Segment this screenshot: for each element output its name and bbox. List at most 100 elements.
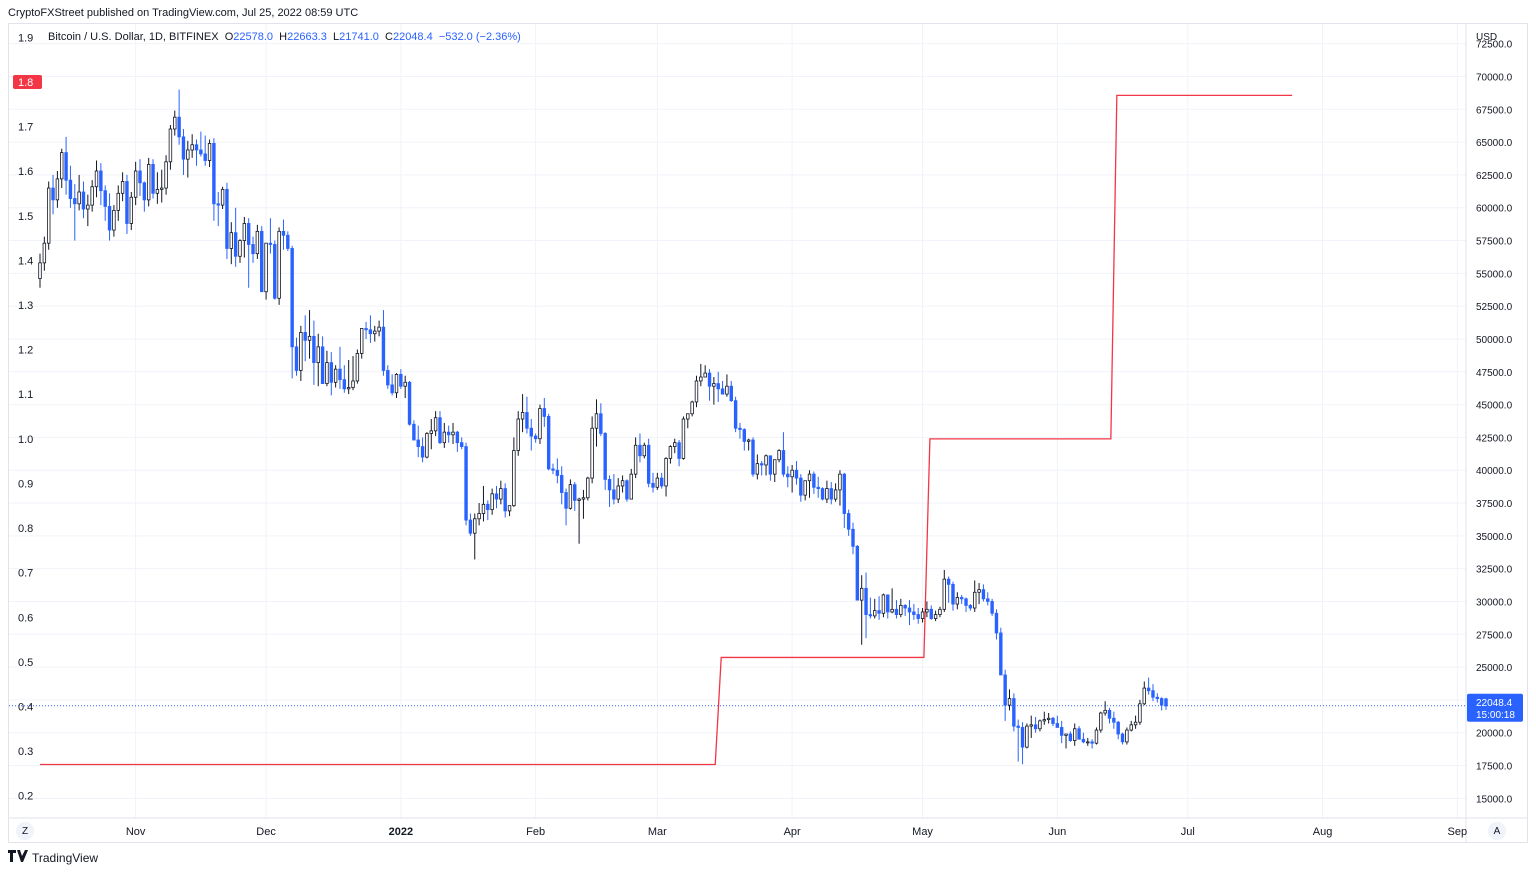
candle-body (620, 480, 625, 487)
candle-body (877, 610, 881, 614)
candle (238, 239, 242, 263)
candle-body (203, 153, 207, 161)
candle-body (625, 480, 629, 500)
right-axis-tick-label: 47500.0 (1476, 368, 1513, 379)
right-axis-tick-label: 62500.0 (1476, 171, 1513, 182)
candle (646, 438, 651, 488)
candle (212, 138, 216, 221)
candle (194, 139, 199, 166)
candle-body (1046, 717, 1051, 720)
candle (438, 411, 442, 444)
candle-body (90, 186, 94, 206)
candle (186, 140, 190, 178)
candle (825, 480, 829, 504)
candle (903, 604, 907, 616)
candle (268, 218, 273, 254)
candle-body (1081, 738, 1086, 743)
candle-body (1033, 724, 1038, 730)
right-axis-tick-label: 52500.0 (1476, 302, 1513, 313)
candle-body (1094, 729, 1099, 744)
candle (377, 320, 381, 337)
candle (477, 503, 481, 526)
candle-body (599, 413, 603, 434)
footer-brand[interactable]: TradingView (32, 850, 99, 865)
candle-body (812, 473, 816, 488)
candle-body (829, 488, 833, 500)
candle-body (903, 604, 907, 609)
candle-body (455, 431, 460, 444)
candle-body (1020, 727, 1025, 748)
candle-body (94, 170, 99, 188)
candle (846, 509, 851, 536)
chart-frame (8, 23, 1528, 843)
candle-body (938, 608, 942, 615)
candle-body (712, 383, 716, 387)
candle (1042, 711, 1046, 725)
candle-body (429, 430, 433, 434)
candle (1138, 699, 1142, 725)
candle-body (1138, 703, 1142, 723)
candle-body (1155, 696, 1160, 699)
right-axis-tick-label: 55000.0 (1476, 269, 1513, 280)
candle-body (173, 116, 177, 130)
candle-body (199, 149, 203, 155)
candle (890, 588, 894, 614)
candle (103, 185, 107, 221)
candle-body (833, 489, 838, 500)
candle (651, 472, 655, 493)
candle-body (846, 513, 851, 530)
candle (260, 226, 264, 293)
left-axis-marker-label: 1.8 (18, 77, 33, 89)
candle-body (129, 196, 134, 224)
candle (338, 346, 342, 389)
candle (1086, 737, 1090, 746)
candle (607, 475, 612, 507)
candle (407, 380, 412, 426)
candle (490, 488, 494, 515)
candle-body (120, 181, 125, 194)
candle (759, 461, 764, 476)
auto-scale-button[interactable]: A (1488, 822, 1506, 840)
candle-body (668, 446, 673, 459)
candle-body (1012, 698, 1016, 727)
candle-body (1146, 687, 1151, 692)
candle-body (864, 587, 868, 615)
candle-body (125, 181, 129, 224)
candle (355, 349, 360, 384)
candle-body (1073, 728, 1077, 741)
candle-body (746, 439, 751, 442)
zoom-button-left[interactable]: Z (16, 822, 34, 840)
candle (420, 437, 425, 463)
candle (360, 328, 364, 359)
candle (1133, 715, 1138, 729)
chart-legend: Bitcoin / U.S. Dollar, 1D, BITFINEX O225… (48, 31, 521, 43)
candle (877, 596, 881, 620)
candle (386, 365, 390, 389)
candle (803, 480, 807, 501)
candle-body (842, 473, 847, 514)
candle-body (490, 493, 494, 510)
candle-body (1107, 709, 1112, 719)
right-axis-tick-label: 15000.0 (1476, 794, 1513, 805)
candle (729, 380, 733, 402)
candle-body (1059, 727, 1064, 736)
right-axis-tick-label: 67500.0 (1476, 105, 1513, 116)
candle (933, 610, 938, 622)
candle (738, 422, 742, 439)
candle (799, 474, 803, 502)
candle-body (1064, 733, 1068, 736)
candle (255, 224, 260, 259)
candle (294, 337, 299, 376)
candle-body (873, 610, 877, 617)
right-axis-tick-label: 17500.0 (1476, 762, 1513, 773)
x-axis-label: Sep (1448, 826, 1468, 838)
candle-body (229, 232, 233, 249)
candle-body (986, 598, 990, 602)
candle-body (720, 388, 725, 395)
candle (829, 482, 833, 505)
tradingview-logo-icon[interactable] (8, 850, 28, 865)
right-axis-tick-label: 72500.0 (1476, 40, 1513, 51)
legend-open: 22578.0 (233, 31, 274, 43)
candle-body (968, 604, 973, 609)
